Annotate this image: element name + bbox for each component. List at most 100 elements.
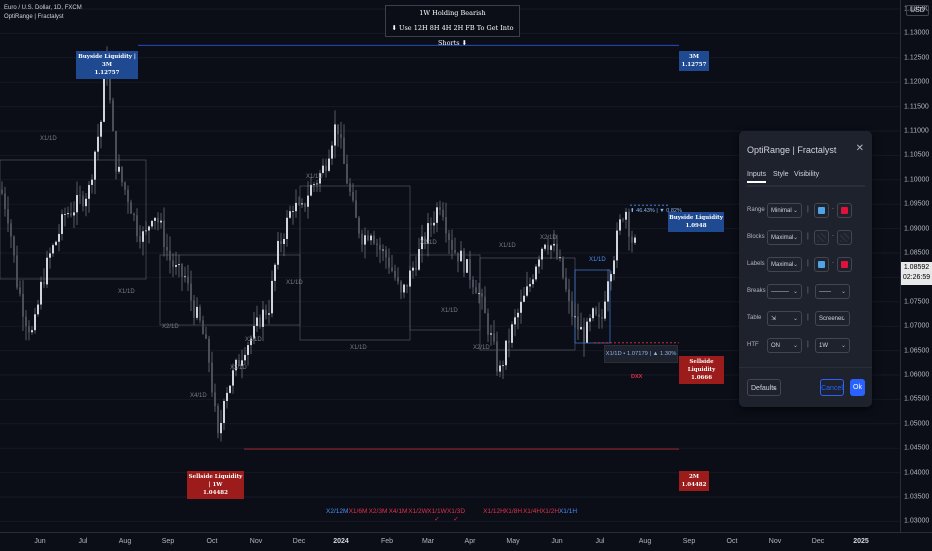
candle [607,281,609,302]
symbol-legend[interactable]: Euro / U.S. Dollar, 1D, FXCM OptiRange |… [4,4,82,22]
candle [25,316,27,327]
candle [403,284,405,293]
last-price: 1.08592 [903,264,930,271]
x1-1d-label: X1/1D [441,308,458,314]
candle [235,359,237,371]
labels-select[interactable]: Maximal ⌄ [767,257,802,272]
ok-button[interactable]: Ok [850,379,865,396]
candle [574,316,576,318]
candle [76,195,78,213]
candle [319,172,321,184]
range-label: Range [747,207,765,213]
buyside-label-price: 1.12757 [94,70,120,76]
candle [352,191,354,201]
sellside-right-price: 1.04482 [681,482,707,488]
time-tick: Feb [380,538,394,545]
candle [127,189,129,203]
candles [1,46,636,442]
blocks-color-1[interactable] [814,230,829,245]
x1-1d-label: X1/1D [499,243,516,249]
time-tick: Jun [34,538,46,545]
candle [223,400,225,423]
tab-visibility[interactable]: Visibility [794,171,820,178]
candle [337,124,339,135]
tab-inputs[interactable]: Inputs [747,171,767,183]
price-tick: 1.10000 [904,176,930,184]
time-tick: Aug [118,538,132,545]
blocks-color-2[interactable] [837,230,852,245]
price-tick: 1.11500 [904,103,929,111]
candle [583,327,585,343]
candle [130,202,132,214]
candle [169,250,171,261]
time-tick: Jun [551,538,563,545]
blocks-value: Maximal [771,235,794,241]
labels-color-2[interactable] [837,257,852,272]
breaks-line-select[interactable]: ——— ⌄ [767,284,802,299]
candle [565,277,567,290]
currency-button[interactable]: USD [906,5,929,16]
candle [271,280,273,314]
banner-line2: ⬇ Use 12H 8H 4H 2H FB To Get Into Shorts… [391,24,514,47]
candle [538,259,540,267]
candle [295,202,297,212]
candle [67,213,69,215]
blocks-label: Blocks [747,234,765,240]
bar-countdown: 02:26:59 [902,274,931,281]
range-stats-label: ⬆ 46.43% | ▼ 0.82% [630,208,682,214]
candle [559,257,561,258]
time-tick: Aug [638,538,652,545]
candle [592,308,594,319]
candle [289,211,291,218]
price-tick: 1.12500 [904,54,930,62]
candle [601,317,603,319]
candle [43,281,45,285]
candle [256,317,258,326]
table-position-select[interactable]: ⇲ ⌄ [767,311,802,326]
candle [475,287,477,294]
range-color-2[interactable] [837,203,852,218]
breaks-width-select[interactable]: —— ⌄ [815,284,850,299]
candle [172,260,174,267]
candle [4,193,6,210]
indicator-title[interactable]: OptiRange | Fractalyst [4,14,64,20]
htf-toggle-select[interactable]: ON ⌄ [767,338,802,353]
timeframe-legend-item: X2/12M [326,508,349,515]
cancel-button[interactable]: Cancel [820,379,844,396]
candle [520,301,522,313]
blocks-row: Blocks Maximal ⌄ | - [747,230,865,246]
time-tick: Sep [161,538,175,545]
close-icon[interactable]: ✕ [855,143,864,154]
x1-1d-label: X1/1D [350,345,367,351]
candle [121,166,123,183]
tab-style[interactable]: Style [773,171,789,178]
candle [628,211,630,237]
range-color-1[interactable] [814,203,829,218]
candle [439,207,441,210]
candle [115,131,117,172]
symbol-title[interactable]: Euro / U.S. Dollar, 1D, FXCM [4,5,82,11]
timeframe-legend-item: X1/2H [540,508,560,515]
candle [301,203,303,205]
candle [415,267,417,270]
buyside-current-price: 1.0948 [685,223,707,229]
candle [22,293,24,317]
time-axis[interactable]: Jun Jul Aug Sep Oct Nov Dec 2024 Feb Mar Apr May Jun… [0,532,932,551]
candle [328,158,330,171]
candle [370,235,372,241]
candle [589,318,591,322]
blocks-select[interactable]: Maximal ⌄ [767,230,802,245]
candle [292,211,294,212]
liquidity-lines [138,44,679,450]
separator: | [807,206,809,213]
candle [307,195,309,207]
time-tick: Dec [811,538,825,545]
defaults-button[interactable]: Defaults ⌄ [747,379,781,396]
candle [232,370,234,386]
htf-timeframe-select[interactable]: 1W ⌄ [815,338,850,353]
x1-1d-label: X1/1D [286,280,303,286]
candle [385,249,387,258]
labels-color-1[interactable] [814,257,829,272]
range-select[interactable]: Minimal ⌄ [767,203,802,218]
table-mode-select[interactable]: Screener ⌄ [815,311,850,326]
